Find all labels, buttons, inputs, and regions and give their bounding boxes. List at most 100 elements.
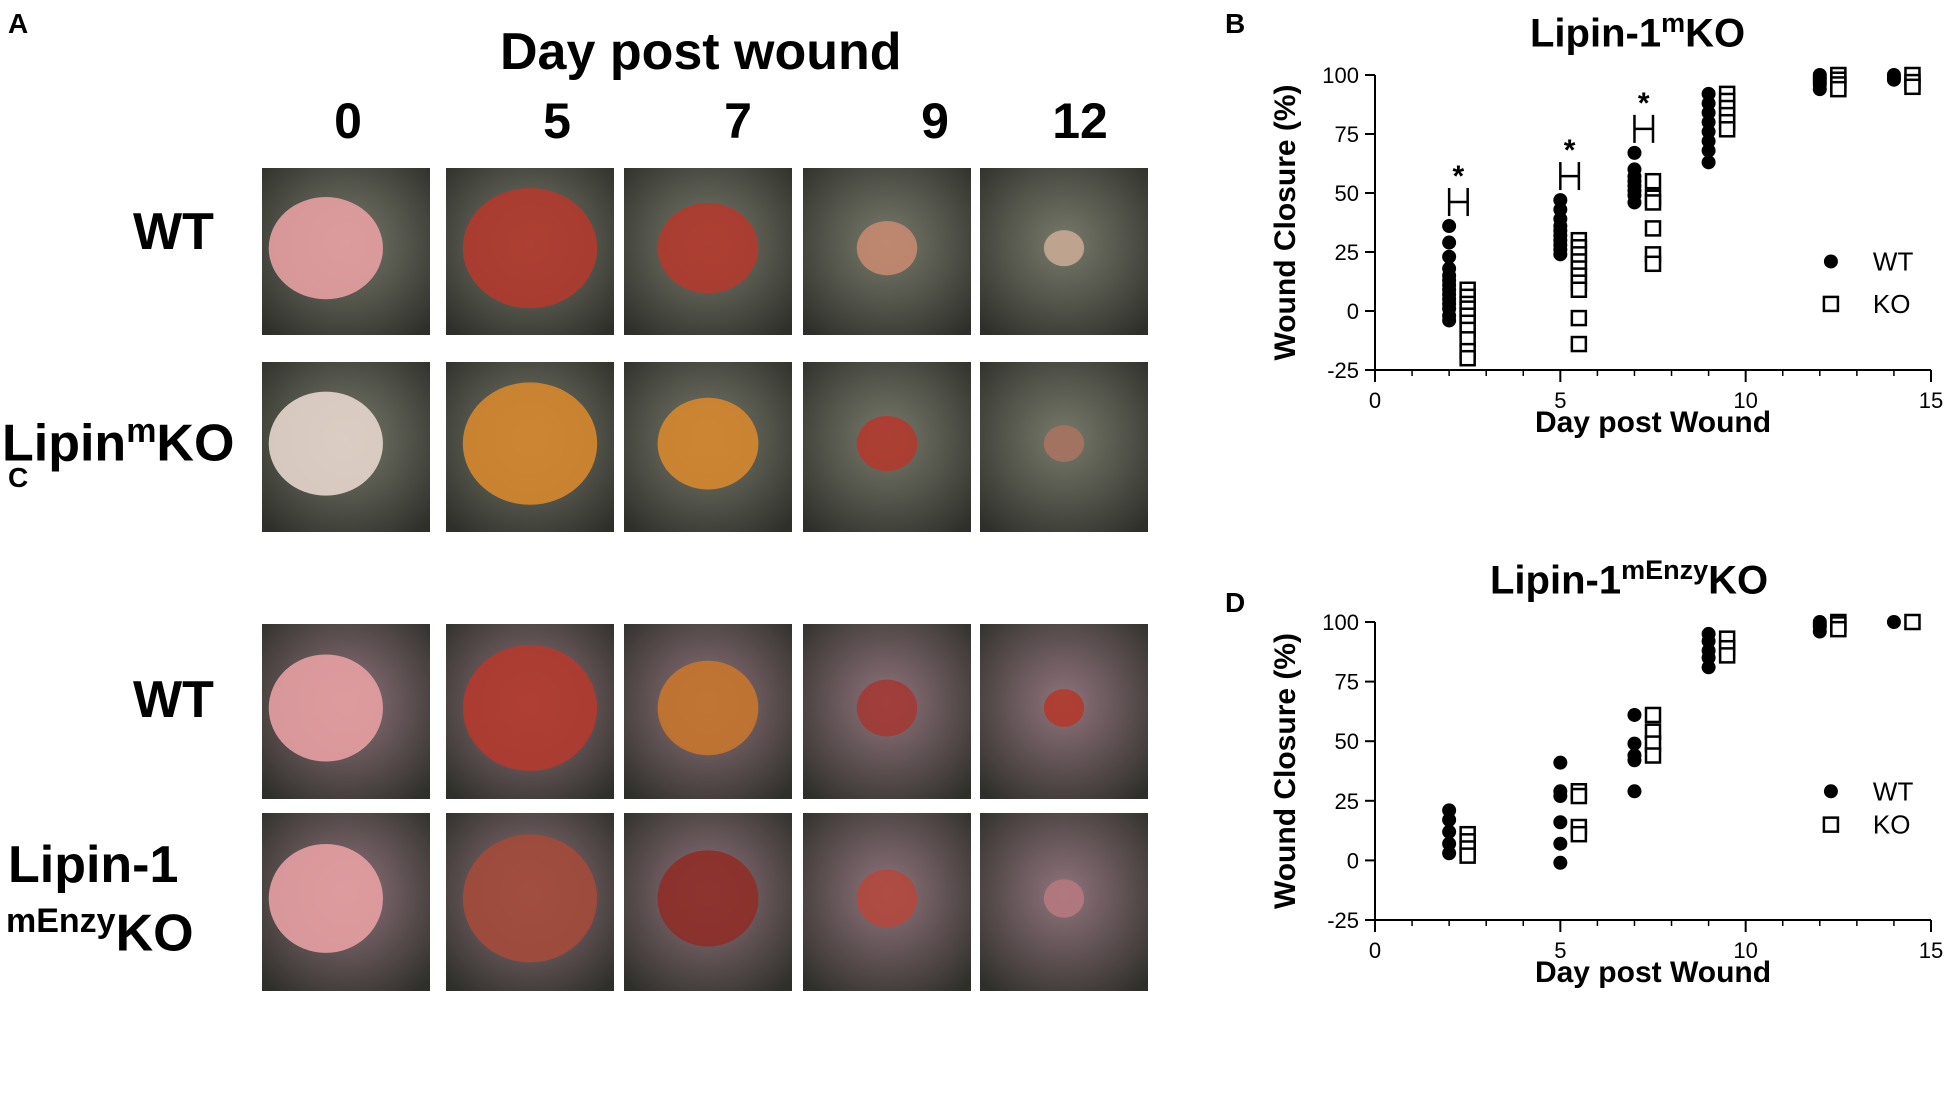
wound-area: [657, 203, 759, 294]
data-point-wt: [1553, 755, 1568, 770]
data-point-wt: [1886, 615, 1901, 629]
wound-photo: [624, 362, 792, 532]
wound-area: [856, 869, 918, 928]
chart-title-b: Lipin-1mKO: [1530, 8, 1746, 56]
wound-photo: [446, 362, 614, 532]
data-point-ko: [1718, 121, 1736, 138]
data-point-wt: [1886, 72, 1901, 87]
data-point-wt: [1442, 824, 1457, 839]
data-point-wt: [1627, 707, 1642, 722]
data-point-ko: [1570, 825, 1588, 843]
data-point-wt: [1553, 836, 1568, 851]
wound-photo: [446, 624, 614, 799]
legend-label-ko: KO: [1873, 810, 1911, 840]
data-point-wt: [1627, 753, 1642, 768]
data-point-ko: [1830, 620, 1847, 638]
day-header: Day post wound: [500, 23, 902, 81]
wound-photo: [262, 168, 430, 335]
wound-photo: [980, 362, 1148, 532]
legend-label-wt: WT: [1873, 776, 1914, 806]
data-point-wt: [1701, 143, 1716, 158]
data-point-ko: [1459, 847, 1476, 864]
wound-photo: [446, 168, 614, 335]
wound-area: [1043, 879, 1085, 918]
y-tick-label: 100: [1322, 63, 1359, 88]
data-point-ko: [1570, 787, 1588, 805]
legend-marker-ko: [1822, 816, 1840, 833]
day-label: 9: [921, 93, 949, 149]
data-point-wt: [1442, 846, 1457, 861]
wound-photo: [262, 362, 430, 532]
wound-photo: [624, 624, 792, 799]
data-point-ko: [1644, 747, 1662, 764]
panel-label-b: B: [1225, 8, 1246, 39]
y-tick-label: 0: [1347, 848, 1359, 873]
y-tick-label: 25: [1335, 240, 1359, 265]
y-tick-label: 50: [1335, 729, 1359, 754]
y-tick-label: 100: [1322, 610, 1359, 635]
wound-area: [268, 843, 383, 953]
x-tick-label: 15: [1919, 938, 1943, 963]
wound-area: [462, 382, 598, 505]
panel-label-a: A: [8, 8, 29, 39]
y-tick-label: 50: [1335, 181, 1359, 206]
x-tick-label: 5: [1554, 938, 1566, 963]
data-point-wt: [1442, 313, 1457, 328]
data-point-wt: [1627, 784, 1642, 799]
y-tick-label: 75: [1335, 122, 1359, 147]
wound-photo: [446, 813, 614, 991]
y-tick-label: -25: [1327, 908, 1359, 933]
wound-area: [657, 397, 759, 490]
x-axis-label: Day post Wound: [1535, 956, 1771, 989]
data-point-wt: [1553, 855, 1568, 870]
row-label-wt-c: WT: [133, 671, 214, 729]
data-point-ko: [1644, 255, 1662, 273]
panel-label-c: C: [8, 462, 29, 493]
x-tick-label: 10: [1733, 388, 1757, 413]
wound-area: [462, 188, 598, 309]
wound-area: [856, 221, 918, 276]
data-point-ko: [1570, 281, 1588, 299]
legend-label-wt: WT: [1873, 246, 1914, 276]
data-point-wt: [1442, 812, 1457, 827]
significance-asterisk: *: [1638, 87, 1650, 120]
wound-area: [462, 645, 598, 771]
day-label: 12: [1052, 93, 1108, 149]
wound-area: [268, 197, 383, 300]
data-point-wt: [1627, 195, 1642, 210]
data-point-ko: [1570, 335, 1588, 353]
x-tick-label: 0: [1369, 938, 1381, 963]
wound-area: [856, 679, 918, 737]
data-point-wt: [1701, 660, 1716, 675]
data-point-wt: [1553, 789, 1568, 804]
wound-area: [268, 391, 383, 496]
day-label: 0: [334, 93, 362, 149]
row-label-wt-a: WT: [133, 203, 214, 261]
data-point-ko: [1644, 220, 1662, 237]
legend-marker-wt: [1823, 784, 1838, 799]
wound-closure-chart-b: -25 0 25 50 75 100 0 5 10 15 Day post Wound Wound C…: [1255, 63, 1943, 550]
wound-photo: [262, 624, 430, 799]
wound-area: [268, 654, 383, 762]
legend-marker-wt: [1823, 254, 1838, 269]
wound-area: [462, 834, 598, 963]
wound-photo: [803, 168, 971, 335]
x-tick-label: 10: [1733, 938, 1757, 963]
day-label: 5: [543, 93, 571, 149]
x-axis-label: Day post Wound: [1535, 406, 1771, 439]
wound-photo: [803, 813, 971, 991]
data-point-ko: [1830, 80, 1847, 98]
data-point-wt: [1627, 145, 1642, 160]
wound-closure-chart-d: -25 0 25 50 75 100 0 5 10 15 Day post Wound Wound C…: [1255, 610, 1943, 1097]
data-point-ko: [1570, 309, 1588, 327]
wound-area: [1043, 425, 1085, 462]
day-label: 7: [724, 93, 752, 149]
data-point-wt: [1442, 235, 1457, 250]
wound-photo: [624, 168, 792, 335]
wound-area: [1043, 689, 1085, 727]
panel-label-d: D: [1225, 587, 1246, 618]
data-point-wt: [1812, 82, 1827, 97]
wound-photo: [980, 168, 1148, 335]
data-point-wt: [1442, 219, 1457, 234]
y-axis-label: Wound Closure (%): [1269, 84, 1302, 360]
